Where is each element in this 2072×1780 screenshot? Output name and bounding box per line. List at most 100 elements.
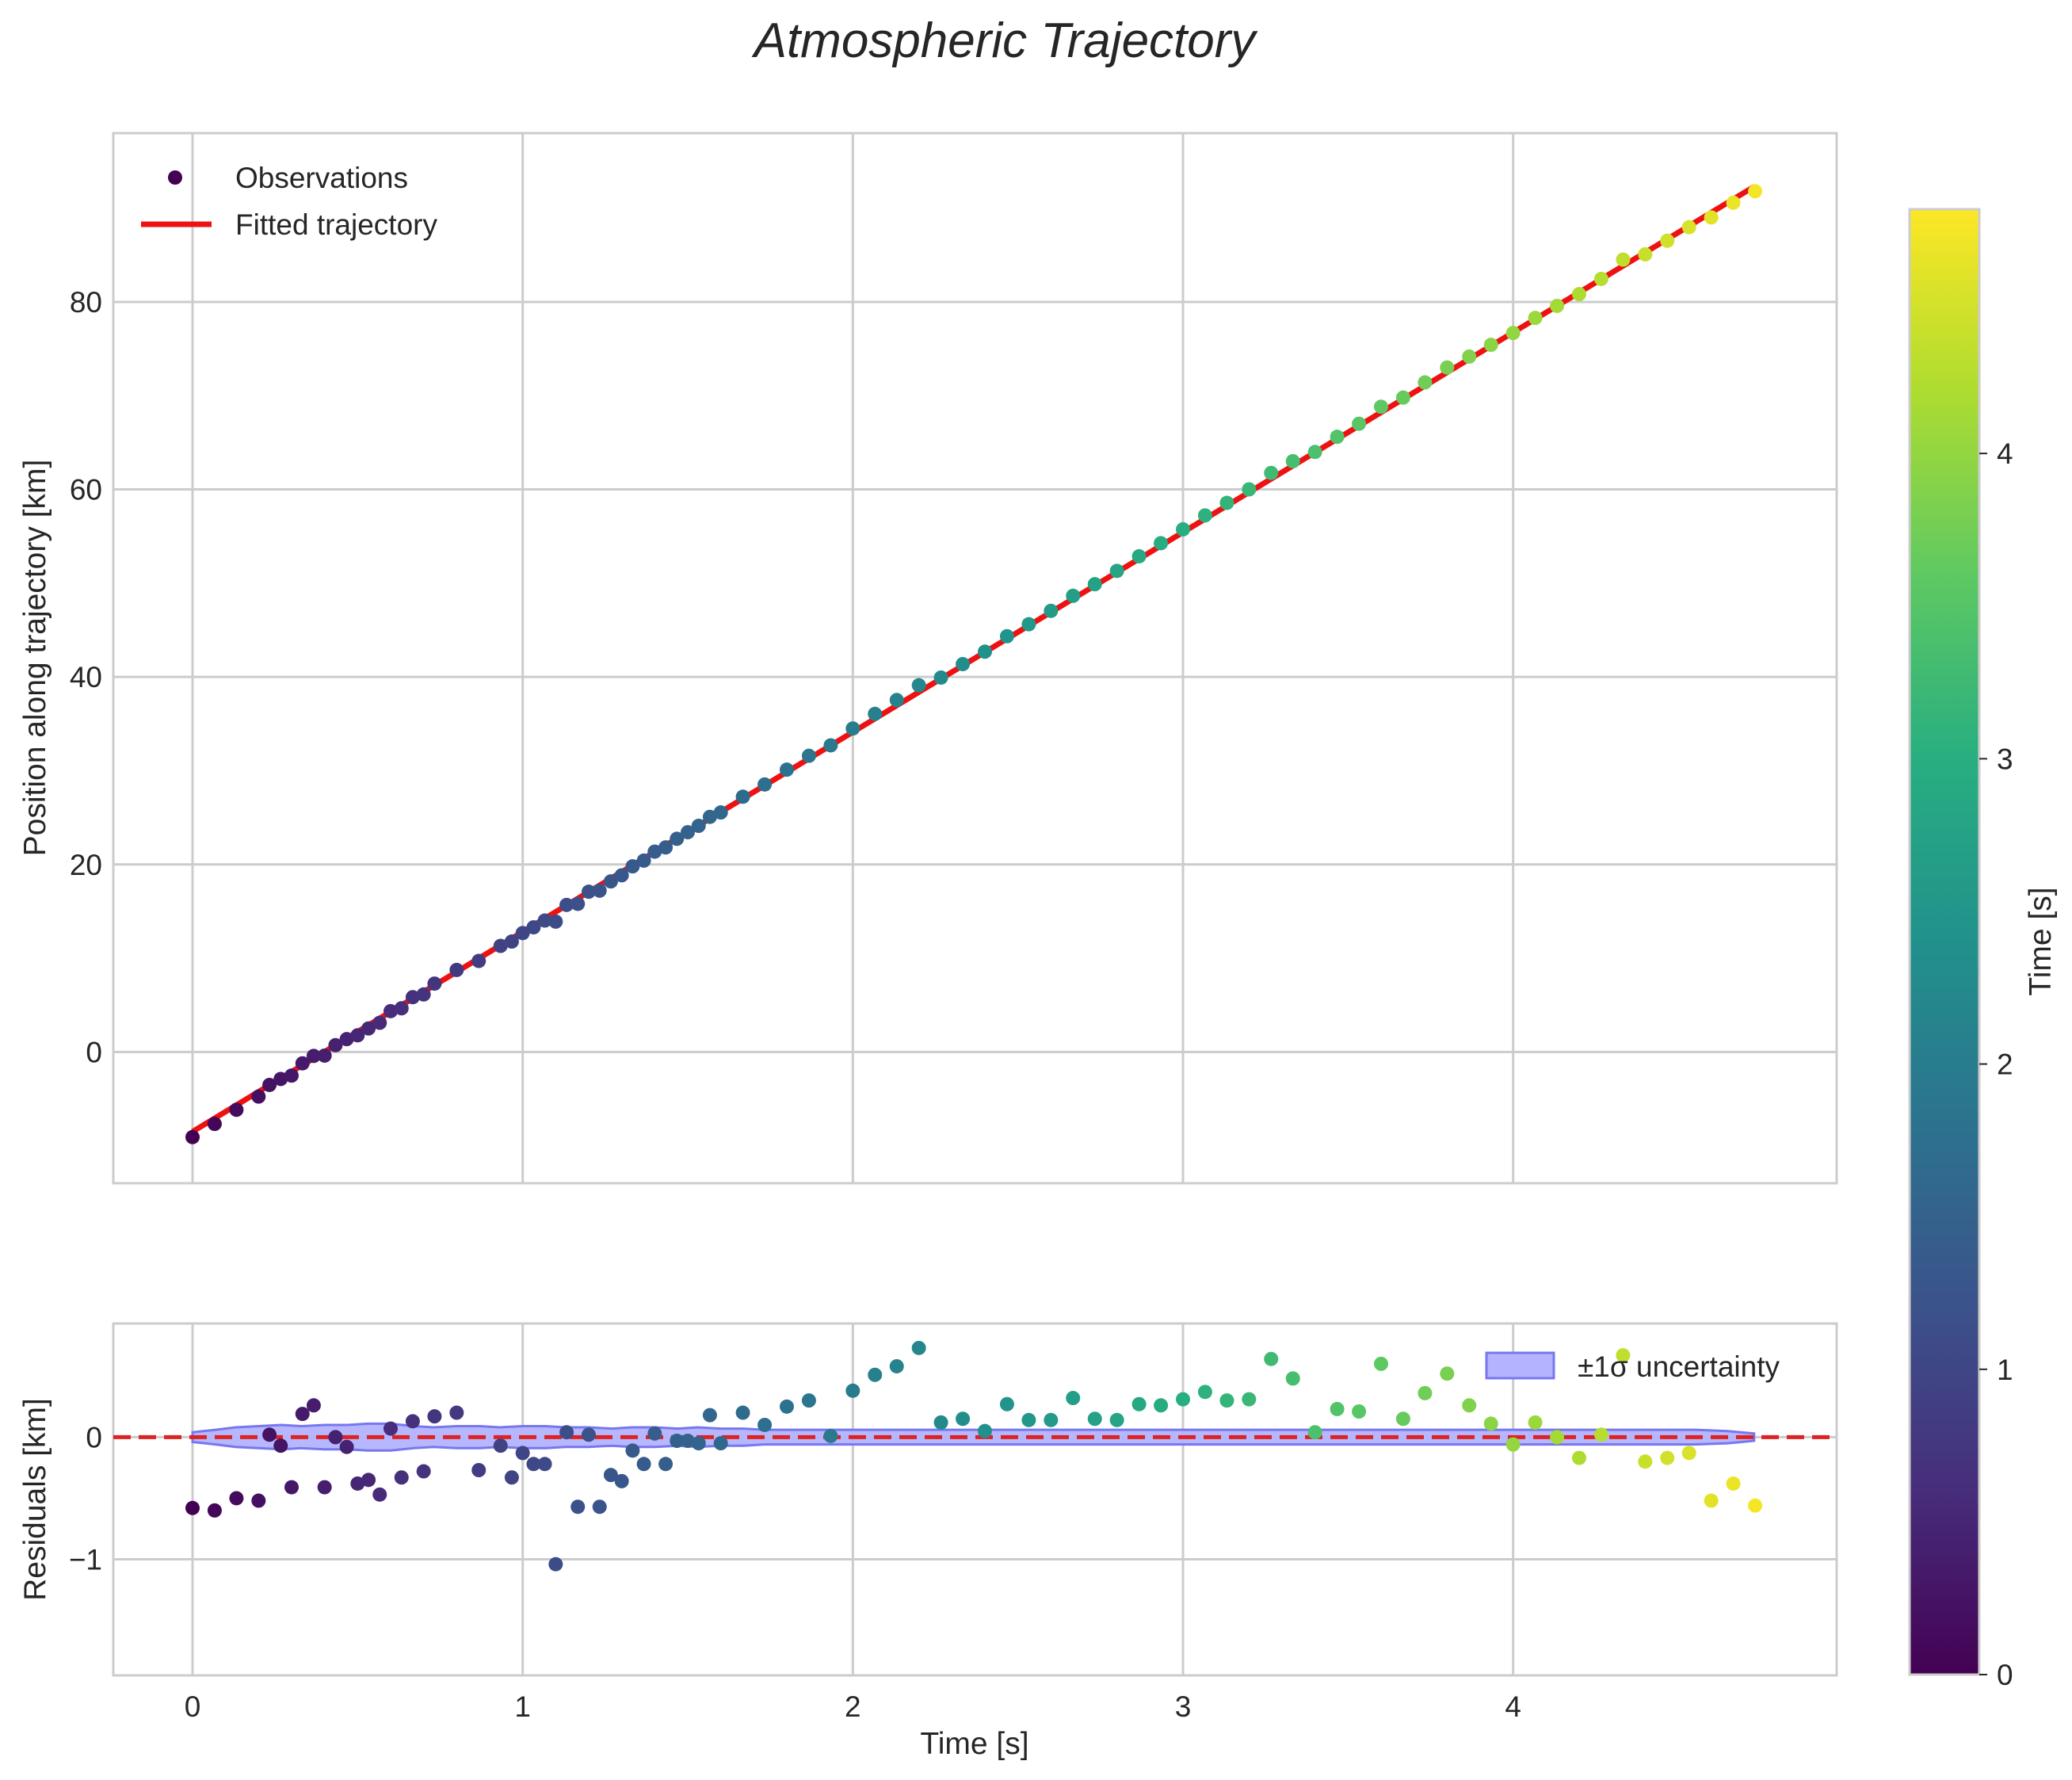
- observation-point: [273, 1071, 288, 1087]
- observation-point: [889, 693, 904, 708]
- top-panel: 0 20 40 60 80 Position along trajectory [km]…: [18, 132, 1838, 1185]
- colorbar-gradient: [1908, 208, 1981, 1676]
- residual-point: [427, 1409, 442, 1424]
- observation-point: [1528, 311, 1543, 326]
- residual-point: [868, 1367, 883, 1382]
- observation-point: [504, 934, 519, 949]
- observation-point: [1154, 536, 1169, 551]
- residual-point: [339, 1439, 354, 1454]
- residual-point: [1483, 1416, 1498, 1431]
- residual-point: [1593, 1427, 1608, 1442]
- residual-point: [603, 1468, 618, 1483]
- observation-point: [801, 748, 816, 763]
- observation-point: [1330, 430, 1345, 445]
- x-axis-label: Time [s]: [920, 1727, 1028, 1761]
- observation-point: [1307, 445, 1322, 460]
- residual-point: [735, 1405, 750, 1420]
- observation-point: [515, 926, 530, 941]
- observation-point: [1726, 195, 1741, 210]
- residual-point: [559, 1425, 574, 1440]
- residual-point: [1418, 1385, 1433, 1400]
- observation-point: [1176, 521, 1190, 537]
- observation-point: [295, 1056, 310, 1071]
- residual-point: [350, 1476, 365, 1491]
- residual-point: [670, 1434, 685, 1448]
- residual-point: [691, 1436, 706, 1451]
- observation-point: [394, 1001, 409, 1016]
- observation-point: [471, 953, 487, 968]
- residual-point: [636, 1457, 651, 1472]
- residual-point: [592, 1499, 607, 1515]
- observation-point: [1374, 399, 1388, 414]
- top-y-tick-label: 40: [70, 661, 102, 693]
- observation-point: [592, 883, 607, 898]
- top-y-tick-label: 0: [86, 1036, 102, 1068]
- residual-point: [1352, 1404, 1367, 1419]
- residual-point: [823, 1428, 838, 1443]
- residual-point: [757, 1417, 773, 1432]
- observation-point: [449, 962, 464, 977]
- residual-point: [1550, 1430, 1565, 1445]
- residual-point: [999, 1396, 1014, 1411]
- residual-point: [1176, 1392, 1190, 1407]
- residual-point: [956, 1411, 971, 1427]
- top-y-tick-label: 20: [70, 849, 102, 881]
- observation-point: [339, 1032, 354, 1047]
- residual-point: [1330, 1401, 1345, 1416]
- residual-point: [933, 1415, 948, 1430]
- residual-point: [911, 1340, 926, 1355]
- residual-point: [1066, 1391, 1081, 1406]
- observation-point: [757, 777, 773, 792]
- observation-point: [1505, 326, 1521, 341]
- bottom-legend: ±1σ uncertainty: [1485, 1350, 1780, 1383]
- observation-point: [1638, 246, 1653, 262]
- residual-point: [1462, 1398, 1477, 1413]
- bottom-y-tick-label: −1: [69, 1544, 102, 1576]
- observation-point: [317, 1048, 332, 1063]
- residual-point: [284, 1480, 299, 1495]
- observation-point: [1681, 220, 1696, 235]
- top-y-axis-label: Position along trajectory [km]: [18, 460, 52, 857]
- observation-point: [361, 1021, 376, 1036]
- residual-point: [1285, 1371, 1300, 1386]
- residual-point: [372, 1487, 387, 1502]
- x-tick-label: 0: [185, 1690, 201, 1723]
- legend-uncertainty-label: ±1σ uncertainty: [1578, 1350, 1780, 1383]
- observation-point: [1242, 482, 1257, 497]
- legend-observations-marker: [168, 170, 182, 185]
- observation-point: [405, 990, 420, 1005]
- top-grid: [113, 133, 1837, 1183]
- residual-point: [889, 1358, 904, 1373]
- observation-point: [582, 884, 596, 900]
- residual-point: [1021, 1412, 1036, 1427]
- residual-point: [702, 1408, 717, 1423]
- observation-point: [1395, 390, 1410, 405]
- residual-point: [1681, 1446, 1696, 1461]
- residual-point: [570, 1499, 586, 1515]
- legend-observations-label: Observations: [235, 162, 408, 194]
- observation-point: [658, 840, 673, 855]
- observation-point: [548, 914, 563, 929]
- residual-point: [845, 1383, 860, 1398]
- observation-point: [1550, 298, 1565, 313]
- residual-point: [251, 1493, 266, 1508]
- observation-point: [691, 819, 706, 834]
- observation-point: [1462, 349, 1477, 364]
- residual-point: [1374, 1356, 1388, 1371]
- residual-point: [681, 1434, 695, 1448]
- residual-point: [394, 1470, 409, 1485]
- residual-point: [1726, 1476, 1741, 1491]
- top-y-tick-label: 80: [70, 286, 102, 319]
- residual-point: [383, 1421, 398, 1436]
- residual-point: [416, 1464, 431, 1479]
- observation-point: [284, 1068, 299, 1083]
- observation-point: [1483, 338, 1498, 353]
- observation-point: [713, 805, 728, 820]
- residual-point: [1264, 1351, 1279, 1366]
- residual-point: [548, 1557, 563, 1572]
- observation-point: [1616, 252, 1631, 267]
- observation-point: [427, 976, 442, 991]
- residual-point: [1440, 1366, 1455, 1381]
- colorbar: 0 1 2 3 4 Time [s]: [1908, 208, 2058, 1691]
- residual-point: [713, 1436, 728, 1451]
